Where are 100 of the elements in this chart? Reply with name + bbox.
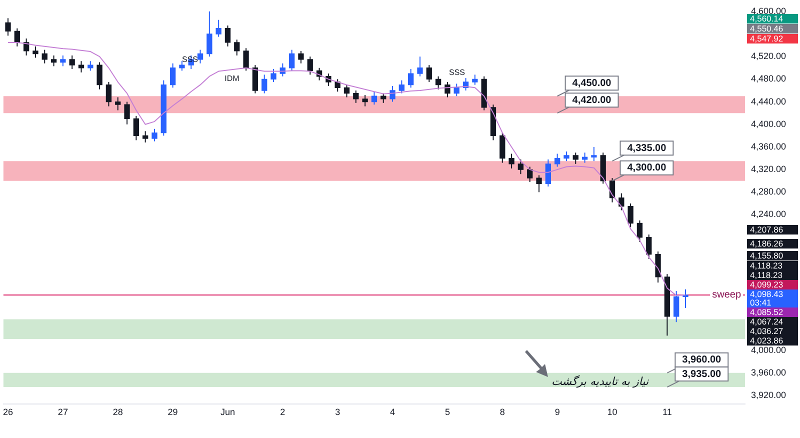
x-tick-label: 5 <box>444 406 450 417</box>
annotation: 3,935.00 <box>682 368 722 380</box>
candlestick <box>417 56 423 77</box>
y-tick-label: 4,400.00 <box>751 118 786 129</box>
candlestick <box>554 153 560 168</box>
candlestick <box>307 56 313 76</box>
candlestick <box>32 46 38 58</box>
candlestick <box>674 290 680 323</box>
candlestick <box>270 68 276 83</box>
candlestick <box>444 82 450 98</box>
candlestick <box>426 64 432 83</box>
x-tick-label: 28 <box>112 406 123 417</box>
text: 4,186.26 <box>750 238 784 248</box>
text: 4,099.23 <box>750 279 784 290</box>
candlestick <box>636 220 643 242</box>
y-tick-label: 4,240.00 <box>751 209 786 220</box>
text: 4,550.46 <box>750 23 784 34</box>
candlestick <box>124 101 130 125</box>
candlestick <box>408 68 414 88</box>
x-tick-label: 29 <box>168 406 178 417</box>
y-tick-label: 3,920.00 <box>751 390 786 400</box>
annotation: IDM <box>224 74 240 84</box>
candlestick <box>197 49 204 64</box>
candlestick <box>152 128 158 142</box>
text: 4,098.43 <box>750 288 784 299</box>
candlestick <box>243 48 249 72</box>
x-tick-label: 8 <box>500 406 505 417</box>
text: 4,560.14 <box>750 13 784 24</box>
candlestick <box>60 54 66 67</box>
x-tick-label: Jun <box>220 406 235 417</box>
annotation: نیاز به تاییدیه برگشت <box>551 374 650 388</box>
y-tick-label: 4,440.00 <box>751 96 786 106</box>
text: 4,085.52 <box>750 306 784 317</box>
y-tick-label: 4,320.00 <box>751 164 786 174</box>
candlestick <box>545 158 551 188</box>
candlestick <box>234 39 240 56</box>
annotation: 4,450.00 <box>572 78 612 89</box>
candlestick <box>564 150 570 162</box>
candlestick <box>252 64 258 94</box>
x-tick-label: 10 <box>607 406 618 417</box>
y-tick-label: 4,000.00 <box>751 344 786 355</box>
candlestick <box>472 74 478 86</box>
candlestick <box>371 91 378 106</box>
candlestick <box>454 83 460 97</box>
candlestick <box>106 82 112 107</box>
candlestick <box>344 84 350 98</box>
candlestick <box>298 50 304 64</box>
x-tick-label: 3 <box>335 406 340 417</box>
candlestick <box>42 49 48 64</box>
candlestick <box>78 60 84 73</box>
x-tick-label: 9 <box>554 406 560 417</box>
y-tick-label: 4,360.00 <box>751 141 786 152</box>
candlestick <box>500 132 506 164</box>
candlestick <box>115 96 121 111</box>
text: 4,118.23 <box>750 260 783 270</box>
y-tick-label: 4,480.00 <box>751 74 786 84</box>
candlestick <box>288 49 295 72</box>
candlestick <box>646 234 652 260</box>
candlestick <box>536 174 542 193</box>
candlestick <box>262 74 268 94</box>
annotation: 4,300.00 <box>627 162 667 174</box>
x-tick-label: 27 <box>58 406 68 417</box>
y-tick-label: 3,960.00 <box>751 367 786 378</box>
x-tick-label: 11 <box>662 406 672 417</box>
candlestick <box>572 152 578 164</box>
candlestick <box>224 25 231 47</box>
text: 4,036.27 <box>750 326 784 336</box>
ref-line-label: sweep <box>712 290 742 301</box>
candlestick <box>655 250 661 284</box>
y-tick-label: 4,280.00 <box>751 186 786 197</box>
text: 03:41 <box>750 297 772 308</box>
candlestick <box>69 54 75 70</box>
candlestick <box>591 146 597 162</box>
candlestick <box>527 166 533 182</box>
text: 4,547.92 <box>750 33 784 44</box>
candlestick <box>380 92 386 104</box>
annotation: 4,420.00 <box>572 94 612 106</box>
annotation: 4,335.00 <box>627 142 667 154</box>
candlestick <box>508 153 514 169</box>
x-tick-label: 2 <box>280 406 286 417</box>
y-tick-label: 4,520.00 <box>751 51 786 62</box>
candlestick <box>435 76 442 90</box>
text: 4,067.24 <box>750 316 784 326</box>
x-tick-label: 4 <box>390 406 396 417</box>
annotation: SSS <box>448 68 466 78</box>
candlestick <box>206 10 212 58</box>
candlestick <box>170 62 176 88</box>
candlestick <box>23 38 30 56</box>
candlestick <box>133 115 140 141</box>
annotation: 3,960.00 <box>682 354 722 366</box>
candlestick <box>179 60 185 72</box>
text: 4,118.23 <box>750 270 783 280</box>
candlestick <box>362 94 368 107</box>
candlestick <box>682 288 688 308</box>
candlestick <box>353 90 359 104</box>
candlestick <box>50 54 57 67</box>
candlestick <box>216 19 222 38</box>
y-tick-label: 4,600.00 <box>751 6 786 16</box>
text: 4,023.86 <box>750 335 784 346</box>
candlestick <box>96 62 102 90</box>
